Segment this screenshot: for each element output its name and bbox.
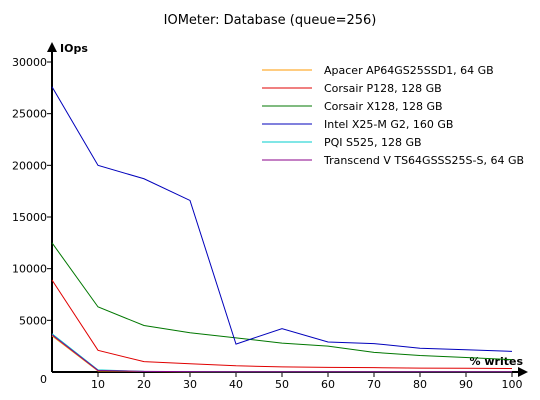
ticks: 0 5000 10000 15000 20000 25000 30000 10 20 30 40 50…	[12, 56, 523, 391]
y-tick-label: 25000	[12, 108, 47, 121]
legend-entry: Apacer AP64GS25SSD1, 64 GB	[324, 64, 494, 77]
y-tick-label: 15000	[12, 211, 47, 224]
y-tick-label: 20000	[12, 159, 47, 172]
x-tick-label: 10	[91, 378, 105, 391]
series-line-2	[51, 242, 513, 361]
legend-entry: Corsair P128, 128 GB	[324, 82, 442, 95]
axes	[47, 42, 528, 377]
x-tick-label: 30	[183, 378, 197, 391]
x-tick-label: 90	[459, 378, 473, 391]
series-line-1	[51, 279, 513, 369]
y-tick-label: 30000	[12, 56, 47, 69]
series-line-5	[51, 334, 512, 373]
legend-entry: Corsair X128, 128 GB	[324, 100, 443, 113]
legend-entry: Intel X25-M G2, 160 GB	[324, 118, 453, 131]
y-tick-label: 0	[40, 373, 47, 386]
legend-entry: PQI S525, 128 GB	[324, 136, 422, 149]
x-axis-arrow	[518, 367, 528, 377]
x-axis-label: % writes	[470, 355, 524, 368]
chart-title: IOMeter: Database (queue=256)	[164, 13, 377, 28]
legend: Apacer AP64GS25SSD1, 64 GB Corsair P128, …	[262, 64, 524, 167]
x-tick-label: 70	[367, 378, 381, 391]
x-tick-label: 60	[321, 378, 335, 391]
series-line-3	[51, 86, 513, 352]
series-lines	[51, 86, 513, 373]
y-axis-label: IOps	[60, 42, 88, 55]
y-axis-arrow	[47, 42, 57, 52]
x-tick-label: 20	[137, 378, 151, 391]
x-tick-label: 80	[413, 378, 427, 391]
x-tick-label: 100	[502, 378, 523, 391]
series-line-4	[51, 333, 512, 373]
x-tick-label: 40	[229, 378, 243, 391]
y-tick-label: 10000	[12, 263, 47, 276]
x-tick-label: 50	[275, 378, 289, 391]
y-tick-label: 5000	[19, 314, 47, 327]
legend-entry: Transcend V TS64GSSS25S-S, 64 GB	[323, 154, 524, 167]
